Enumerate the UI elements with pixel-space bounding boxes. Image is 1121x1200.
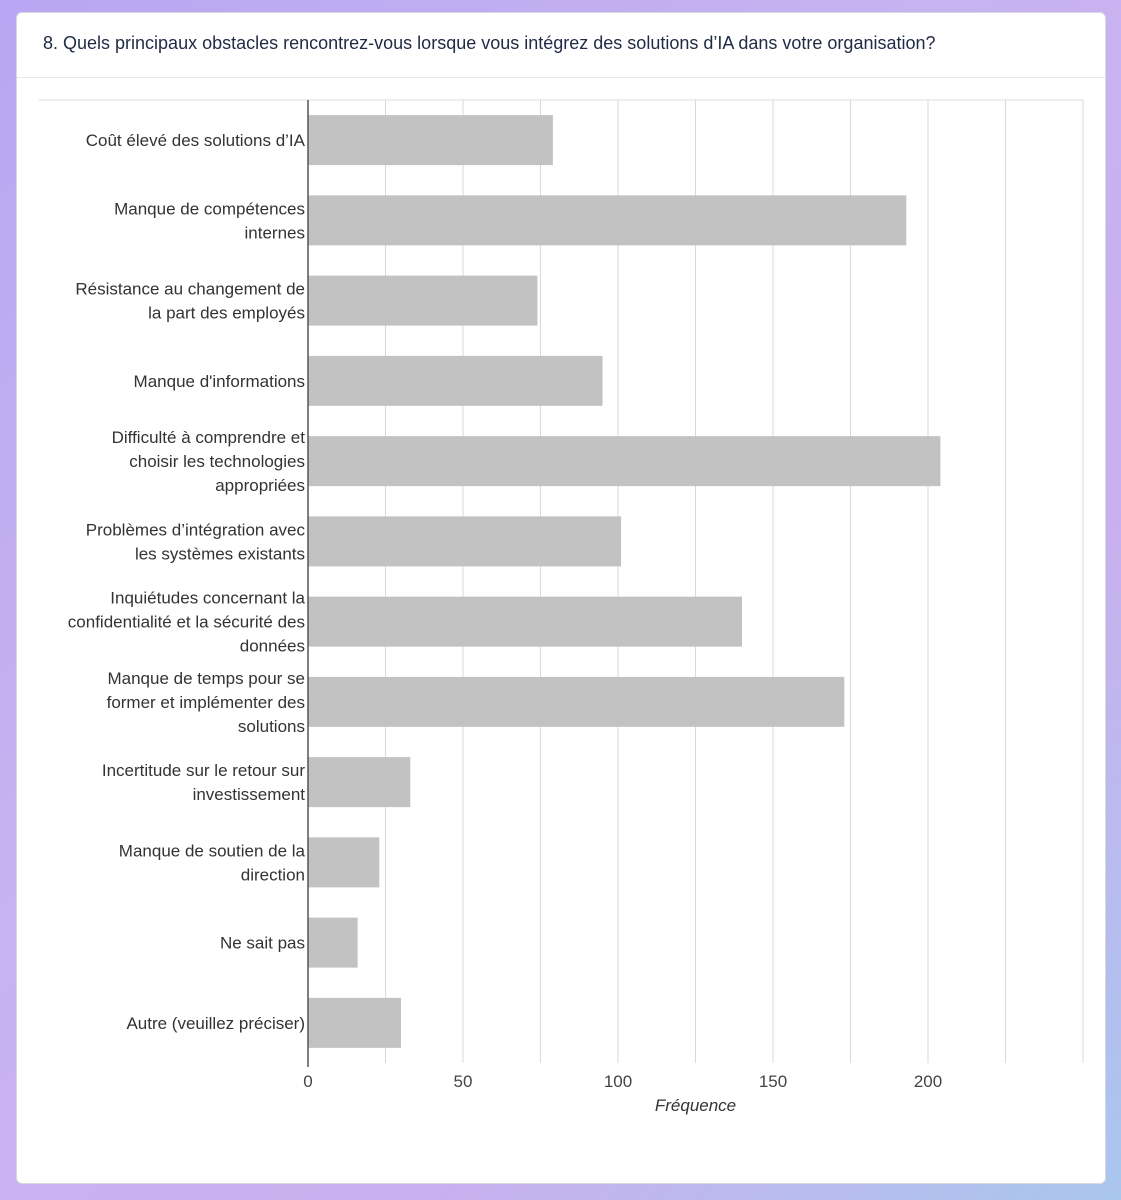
category-label: Ne sait pas (220, 934, 305, 953)
bar (308, 115, 553, 166)
category-label-line: choisir les technologies (129, 452, 305, 471)
category-label-line: Autre (veuillez préciser) (126, 1014, 305, 1033)
x-tick-label: 100 (604, 1072, 632, 1091)
bar-chart: Coût élevé des solutions d’IA Manque de c… (39, 99, 1084, 1115)
header-divider (17, 77, 1105, 78)
bar (308, 837, 380, 888)
category-label-line: Manque de compétences (114, 199, 305, 218)
category-label-line: Inquiétudes concernant la (110, 589, 305, 608)
category-label-line: Incertitude sur le retour sur (102, 761, 305, 780)
category-label: Coût élevé des solutions d’IA (86, 131, 306, 150)
category-label-line: données (240, 637, 305, 656)
bar (308, 676, 845, 727)
category-label: Manque de temps pour se former et impléme… (107, 669, 305, 736)
bar (308, 757, 411, 808)
category-label: Difficulté à comprendre et choisir les te… (112, 428, 306, 495)
bar (308, 195, 907, 246)
category-label-line: la part des employés (148, 304, 305, 323)
category-label: Incertitude sur le retour sur investissem… (102, 761, 305, 804)
category-label: Autre (veuillez préciser) (126, 1014, 305, 1033)
category-label: Problèmes d’intégration avec les systèmes… (86, 520, 306, 563)
category-label: Inquiétudes concernant la confidentialité… (68, 589, 306, 656)
category-label-line: Ne sait pas (220, 934, 305, 953)
bar (308, 917, 358, 968)
bar (308, 997, 401, 1048)
category-label-line: confidentialité et la sécurité des (68, 613, 305, 632)
category-label-line: Difficulté à comprendre et (112, 428, 306, 447)
category-label-line: appropriées (215, 476, 305, 495)
category-label-line: Problèmes d’intégration avec (86, 520, 306, 539)
question-card: 8. Quels principaux obstacles rencontrez… (16, 12, 1106, 1184)
category-label-line: direction (241, 865, 305, 884)
x-tick-label: 150 (759, 1072, 787, 1091)
x-tick-label: 50 (454, 1072, 473, 1091)
category-label-line: Manque d'informations (134, 372, 305, 391)
category-label-line: investissement (193, 785, 306, 804)
category-label-line: solutions (238, 717, 305, 736)
category-label-line: former et implémenter des (107, 693, 305, 712)
bar (308, 355, 603, 406)
bar (308, 436, 941, 487)
x-tick-label: 0 (303, 1072, 312, 1091)
category-label-line: Manque de soutien de la (119, 841, 306, 860)
category-label-line: Manque de temps pour se (107, 669, 305, 688)
bar (308, 516, 622, 567)
category-label: Manque d'informations (134, 372, 305, 391)
category-label-line: Coût élevé des solutions d’IA (86, 131, 306, 150)
x-axis-title: Fréquence (655, 1096, 736, 1115)
question-title: 8. Quels principaux obstacles rencontrez… (43, 33, 936, 53)
category-label: Manque de soutien de la direction (119, 841, 306, 884)
category-label-line: Résistance au changement de (75, 280, 305, 299)
category-label: Résistance au changement de la part des e… (75, 280, 305, 323)
category-label-line: les systèmes existants (135, 544, 305, 563)
category-label-line: internes (245, 223, 305, 242)
x-tick-label: 200 (914, 1072, 942, 1091)
bar (308, 275, 538, 326)
bar (308, 596, 742, 647)
category-label: Manque de compétences internes (114, 199, 305, 242)
